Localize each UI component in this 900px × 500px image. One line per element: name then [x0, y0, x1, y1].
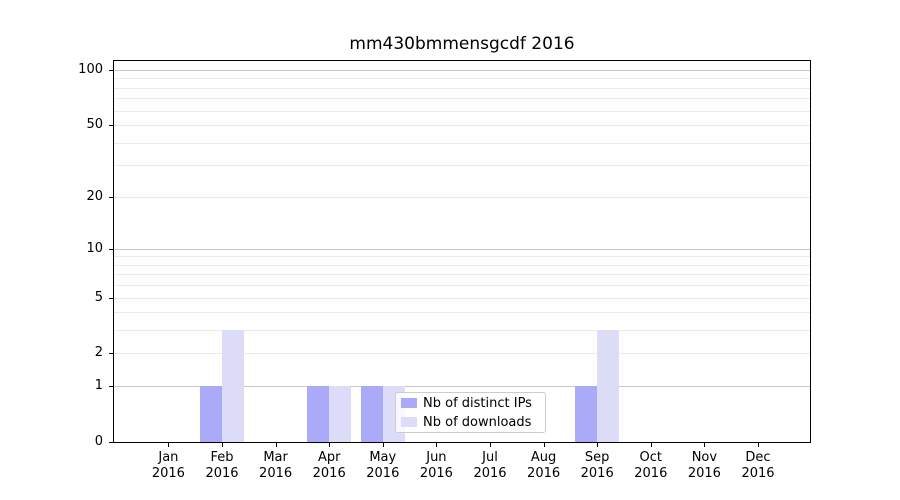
y-tick-label-5: 5 [94, 289, 103, 305]
legend: Nb of distinct IPs Nb of downloads [395, 392, 546, 433]
bar-ips-apr [307, 386, 330, 442]
gridline-y9 [114, 256, 810, 258]
gridline-y2 [114, 353, 810, 355]
x-tick-label-nov: Nov 2016 [687, 450, 721, 481]
gridline-y30 [114, 165, 810, 167]
legend-swatch-distinct-ips [401, 398, 417, 408]
bar-downloads-apr [329, 386, 352, 442]
bar-ips-feb [200, 386, 222, 442]
x-tick-label-jun: Jun 2016 [419, 450, 453, 481]
x-tick-jul [490, 443, 491, 447]
bar-ips-may [360, 386, 383, 442]
plot-area [113, 60, 811, 443]
gridline-y7 [114, 274, 810, 276]
y-tick-10 [109, 248, 113, 250]
gridline-y50 [114, 125, 810, 127]
bar-ips-sep [575, 386, 598, 442]
legend-swatch-downloads [401, 417, 417, 427]
y-tick-label-10: 10 [86, 240, 103, 256]
x-tick-label-apr: Apr 2016 [312, 450, 346, 481]
bar-downloads-sep [597, 330, 620, 442]
x-tick-nov [704, 443, 706, 447]
gridline-y10 [114, 248, 810, 250]
y-tick-100 [109, 70, 113, 71]
x-tick-oct [650, 443, 652, 447]
legend-item-distinct-ips: Nb of distinct IPs [401, 396, 540, 411]
x-tick-mar [275, 443, 277, 447]
x-tick-label-jul: Jul 2016 [473, 450, 507, 481]
gridline-y90 [114, 78, 810, 80]
y-tick-0 [109, 442, 113, 443]
gridline-y20 [114, 196, 810, 198]
legend-label-distinct-ips: Nb of distinct IPs [423, 395, 532, 411]
gridline-y80 [114, 87, 810, 89]
y-tick-label-1: 1 [94, 378, 103, 394]
y-tick-20 [109, 196, 113, 198]
x-tick-label-oct: Oct 2016 [634, 450, 668, 481]
x-tick-label-mar: Mar 2016 [259, 450, 293, 481]
gridline-y5 [114, 297, 810, 299]
y-tick-label-20: 20 [86, 188, 103, 204]
x-tick-label-dec: Dec 2016 [741, 450, 775, 481]
gridline-y100 [114, 70, 810, 71]
y-tick-2 [109, 353, 113, 355]
x-tick-may [382, 443, 384, 447]
y-tick-label-0: 0 [94, 434, 103, 449]
y-tick-50 [109, 125, 113, 127]
x-tick-label-jan: Jan 2016 [151, 450, 185, 481]
y-tick-1 [109, 386, 113, 388]
gridline-y60 [114, 110, 810, 112]
bar-downloads-feb [222, 330, 244, 442]
chart-title: mm430bmmensgcdf 2016 [349, 34, 575, 54]
gridline-y40 [114, 142, 810, 144]
gridline-y70 [114, 98, 810, 100]
gridline-y3 [114, 330, 810, 332]
x-tick-label-aug: Aug 2016 [527, 450, 561, 481]
x-tick-apr [329, 443, 331, 447]
x-tick-aug [543, 443, 545, 447]
legend-item-downloads: Nb of downloads [401, 415, 540, 430]
gridline-y1 [114, 386, 810, 388]
gridline-y4 [114, 312, 810, 314]
y-tick-label-100: 100 [78, 62, 103, 77]
legend-label-downloads: Nb of downloads [423, 414, 532, 430]
x-tick-label-sep: Sep 2016 [580, 450, 614, 481]
x-tick-dec [758, 443, 759, 447]
gridline-y6 [114, 285, 810, 287]
x-tick-jan [168, 443, 170, 447]
x-tick-label-may: May 2016 [366, 450, 400, 481]
y-tick-label-50: 50 [86, 117, 103, 133]
x-tick-feb [222, 443, 223, 447]
y-tick-5 [109, 297, 113, 299]
x-tick-label-feb: Feb 2016 [205, 450, 239, 481]
x-tick-sep [597, 443, 599, 447]
gridline-y8 [114, 264, 810, 266]
x-tick-jun [436, 443, 438, 447]
y-tick-label-2: 2 [94, 345, 103, 361]
